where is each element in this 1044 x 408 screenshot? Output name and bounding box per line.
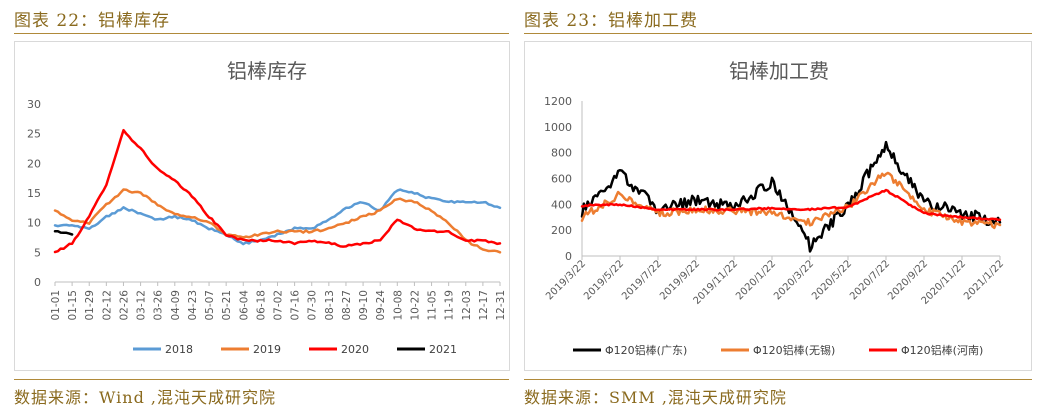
x-tick-label: 10-08 [392,290,404,321]
x-tick-label: 2020/1/22 [734,258,778,302]
x-tick-label: 06-04 [238,290,250,321]
series-1-line [53,188,502,254]
x-tick-label: 07-02 [273,290,285,321]
x-tick-label: 10-22 [409,290,421,321]
left-figure-caption: 图表 22：铝棒库存 [14,11,171,31]
legend-label: 2018 [165,343,193,356]
inventory-chart-svg: 铝棒库存 0 5 10 15 20 25 30 01-01 01-15 01-29 02-12 02… [27,59,507,356]
chart-title: 铝棒库存 [227,59,307,83]
chart-title: 铝棒加工费 [729,59,829,83]
x-tick-label: 01-01 [50,290,62,321]
x-tick-label: 2020/5/22 [810,258,854,302]
series-2-line [53,128,502,254]
y-tick-label: 5 [34,246,41,259]
left-caption-rule [14,33,509,34]
x-tick-label: 09-10 [358,290,370,321]
series-0-line [53,188,502,246]
x-tick-label: 05-07 [204,290,216,321]
x-tick-label: 09-24 [375,290,387,321]
legend-label: 2020 [341,343,369,356]
legend-label: Φ120铝棒(无锡) [753,343,835,357]
right-data-source: 数据来源：SMM ,混沌天成研究院 [524,388,787,407]
y-tick-label: 25 [27,128,41,141]
x-tick-label: 03-12 [136,290,148,321]
y-tick-label: 200 [551,224,572,237]
y-tick-label: 1000 [544,121,572,134]
series-1-line [580,171,1002,230]
x-tick-label: 12-31 [495,290,507,321]
x-tick-label: 12-17 [478,290,490,321]
legend-label: 2021 [429,343,457,356]
y-tick-label: 800 [551,147,572,160]
y-tick-label: 15 [27,187,41,200]
legend-label: Φ120铝棒(河南) [901,343,983,357]
series-0-line [580,140,1002,253]
x-tick-label: 11-19 [444,290,456,321]
x-tick-label: 2020/3/22 [772,258,816,302]
legend-label: Φ120铝棒(广东) [605,343,687,357]
x-tick-label: 02-12 [101,290,113,321]
y-tick-label: 20 [27,157,41,170]
x-tick-label: 01-15 [67,290,79,321]
x-tick-label: 2019/5/22 [582,258,626,302]
right-source-rule [524,379,1032,380]
x-tick-label: 2019/3/22 [544,258,588,302]
x-tick-label: 11-05 [427,290,439,321]
series-2-line [580,188,1002,222]
y-tick-label: 600 [551,173,572,186]
x-tick-label: 02-26 [118,290,130,321]
x-tick-label: 07-16 [290,290,302,321]
series-3-line [53,230,74,236]
y-tick-label: 30 [27,98,41,111]
right-caption-rule [524,33,1032,34]
aluminum-rod-processing-fee-chart: 铝棒加工费 0 200 400 600 800 1000 1200 2019/3/22 201… [524,41,1032,371]
x-tick-label: 08-27 [341,290,353,321]
y-tick-label: 0 [565,250,572,263]
y-tick-label: 10 [27,217,41,230]
y-tick-label: 1200 [544,95,572,108]
x-tick-label: 01-29 [84,290,96,321]
x-tick-label: 2019/7/22 [620,258,664,302]
left-source-rule [14,379,509,380]
x-tick-label: 06-18 [255,290,267,321]
x-tick-label: 04-09 [170,290,182,321]
left-data-source: 数据来源：Wind ,混沌天成研究院 [14,388,277,407]
x-tick-label: 08-13 [324,290,336,321]
x-tick-label: 04-23 [187,290,199,321]
y-tick-label: 400 [551,198,572,211]
x-tick-label: 2020/7/22 [848,258,892,302]
y-tick-label: 0 [34,276,41,289]
x-tick-label: 12-03 [461,290,473,321]
x-tick-label: 07-30 [307,290,319,321]
legend-label: 2019 [253,343,281,356]
right-figure-caption: 图表 23：铝棒加工费 [524,11,699,31]
x-tick-label: 03-26 [153,290,165,321]
x-tick-label: 2021/1/22 [962,258,1006,302]
aluminum-rod-inventory-chart: 铝棒库存 0 5 10 15 20 25 30 01-01 01-15 01-29 02-12 02… [14,41,510,371]
x-tick-label: 05-21 [221,290,233,321]
